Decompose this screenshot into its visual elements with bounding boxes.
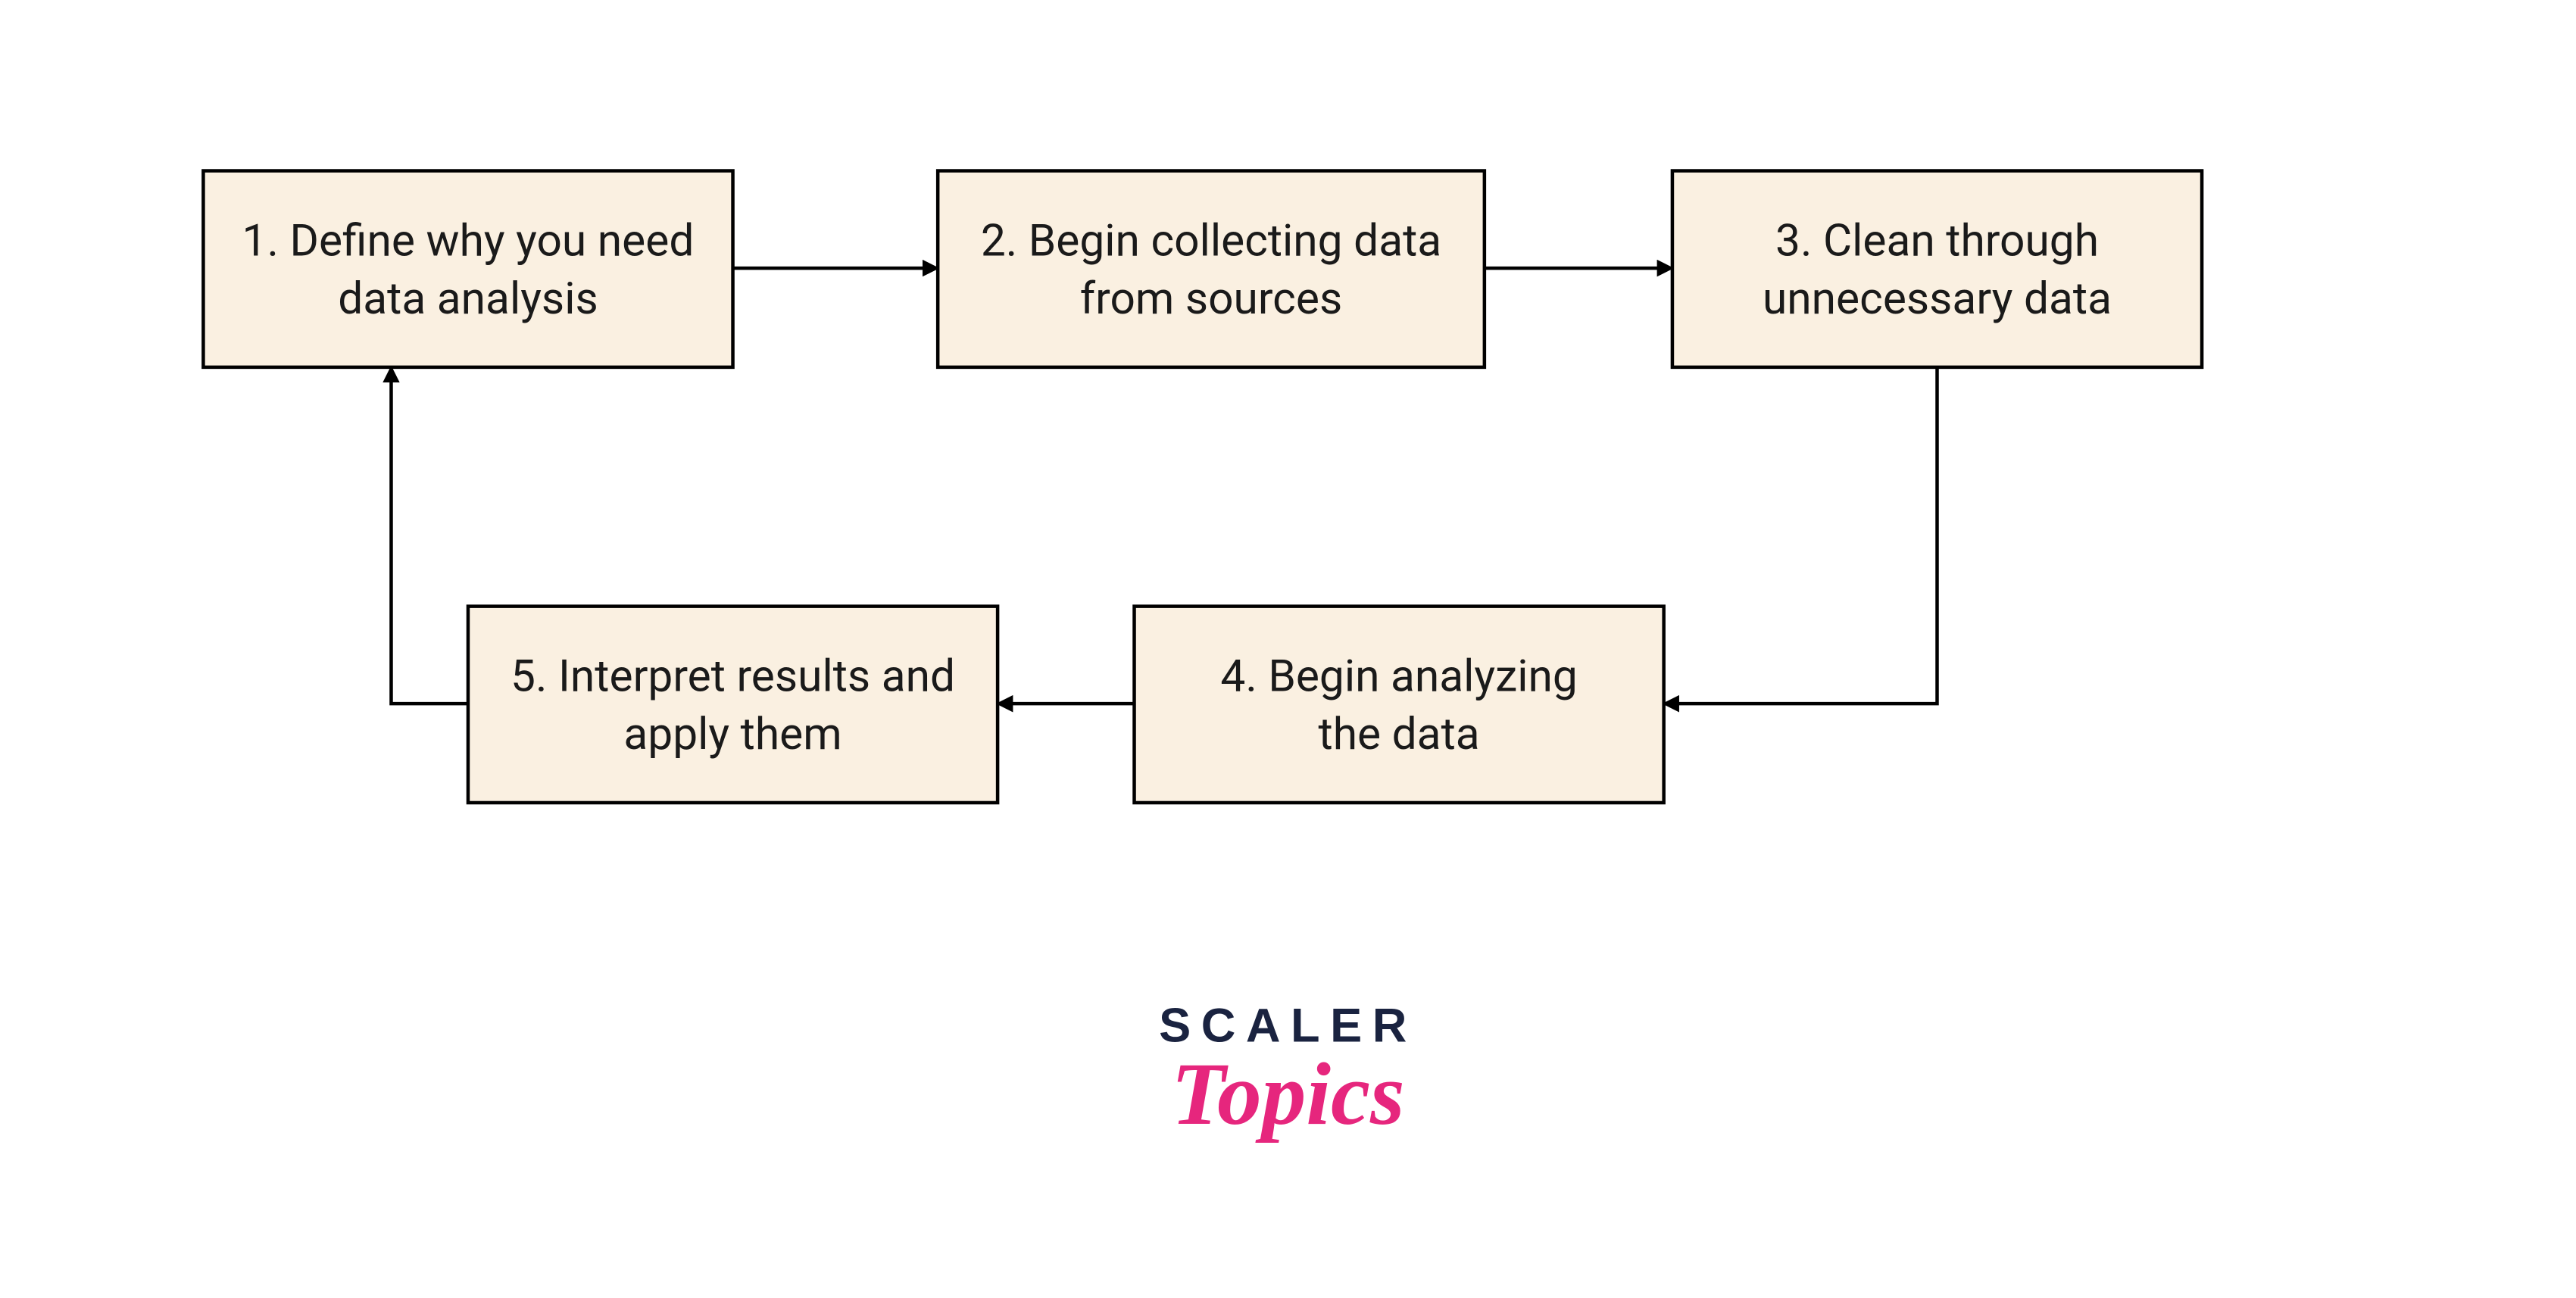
flow-edge [391, 367, 467, 704]
flow-node-label-line2: apply them [623, 709, 841, 760]
flow-node: 1. Define why you need data analysis [203, 171, 732, 367]
flow-node-label-line1: 5. Interpret results and [511, 651, 955, 703]
flow-node-box [1672, 171, 2202, 367]
flow-node-box [203, 171, 732, 367]
flow-node: 4. Begin analyzing the data [1135, 607, 1664, 803]
flow-node-label-line1: 4. Begin analyzing [1220, 651, 1577, 703]
flow-node-label-line2: unnecessary data [1763, 273, 2112, 325]
flow-node-box [468, 607, 998, 803]
flowchart-svg: 1. Define why you need data analysis 2. Be… [0, 0, 2576, 1298]
diagram-canvas: 1. Define why you need data analysis 2. Be… [0, 0, 2576, 1298]
flow-node-label-line1: 2. Begin collecting data [981, 216, 1441, 267]
brand-logo-topics: Topics [1171, 1045, 1404, 1144]
flow-node-label-line2: data analysis [338, 273, 598, 325]
flow-edge [1664, 367, 1937, 704]
flow-node: 5. Interpret results and apply them [468, 607, 998, 803]
flow-node-box [1135, 607, 1664, 803]
flow-node-label-line2: from sources [1080, 273, 1342, 325]
flow-node-box [938, 171, 1485, 367]
flow-node: 3. Clean through unnecessary data [1672, 171, 2202, 367]
flow-node: 2. Begin collecting data from sources [938, 171, 1485, 367]
flow-node-label-line1: 1. Define why you need [242, 216, 695, 267]
flow-node-label-line1: 3. Clean through [1775, 216, 2099, 267]
flow-node-label-line2: the data [1319, 709, 1480, 760]
brand-logo: SCALERTopics [1159, 1000, 1417, 1144]
